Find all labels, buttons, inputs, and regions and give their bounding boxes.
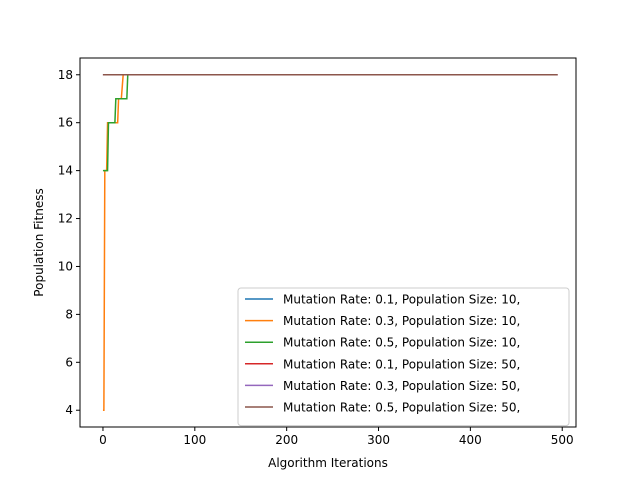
x-tick-label: 100 bbox=[183, 433, 206, 447]
y-axis: 4 6 8 10 12 14 16 18 bbox=[58, 68, 80, 417]
legend-label-6: Mutation Rate: 0.5, Population Size: 50, bbox=[283, 401, 520, 415]
series-line-3 bbox=[102, 74, 544, 172]
x-tick-label: 200 bbox=[275, 433, 298, 447]
y-tick-label: 10 bbox=[58, 259, 73, 273]
y-tick-label: 6 bbox=[65, 355, 73, 369]
plot-frame bbox=[79, 57, 577, 428]
y-tick-label: 18 bbox=[58, 68, 73, 82]
x-tick-label: 400 bbox=[459, 433, 482, 447]
legend-box bbox=[237, 287, 570, 427]
legend: Mutation Rate: 0.1, Population Size: 10,… bbox=[237, 287, 570, 427]
x-axis-label: Algorithm Iterations bbox=[268, 456, 388, 470]
series-layer bbox=[102, 74, 558, 411]
y-tick-label: 12 bbox=[58, 212, 73, 226]
y-tick-label: 4 bbox=[65, 403, 73, 417]
x-tick-label: 0 bbox=[99, 433, 107, 447]
legend-label-1: Mutation Rate: 0.1, Population Size: 10, bbox=[283, 293, 520, 307]
legend-label-5: Mutation Rate: 0.3, Population Size: 50, bbox=[283, 379, 520, 393]
y-tick-label: 8 bbox=[65, 307, 73, 321]
x-tick-label: 300 bbox=[367, 433, 390, 447]
x-axis: 0 100 200 300 400 500 bbox=[99, 427, 574, 447]
legend-label-4: Mutation Rate: 0.1, Population Size: 50, bbox=[283, 357, 520, 371]
x-tick-label: 500 bbox=[551, 433, 574, 447]
y-tick-label: 16 bbox=[58, 116, 73, 130]
legend-label-2: Mutation Rate: 0.3, Population Size: 10, bbox=[283, 314, 520, 328]
y-axis-label: Population Fitness bbox=[32, 188, 46, 296]
legend-label-3: Mutation Rate: 0.5, Population Size: 10, bbox=[283, 336, 520, 350]
y-tick-label: 14 bbox=[58, 164, 73, 178]
